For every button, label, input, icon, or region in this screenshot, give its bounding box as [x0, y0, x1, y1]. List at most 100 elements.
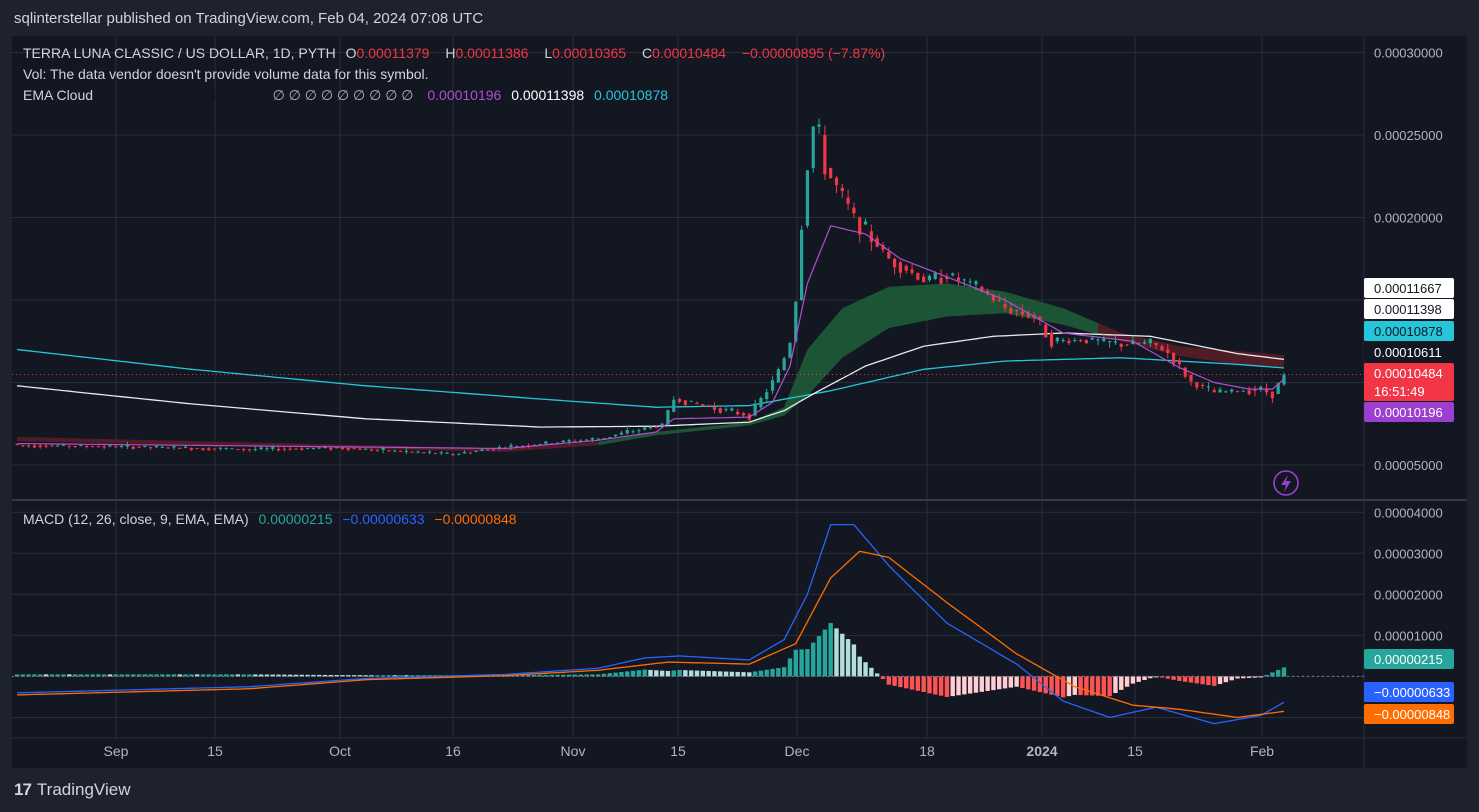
ema-cloud-title[interactable]: EMA Cloud [23, 87, 94, 103]
macd-histogram-bar [346, 675, 351, 677]
candle-body [1171, 352, 1176, 364]
macd-histogram-bar [718, 671, 723, 677]
candle-body [1259, 386, 1263, 390]
open-number: 0.00011379 [356, 45, 430, 61]
tradingview-logo-icon[interactable]: 17 [14, 780, 32, 799]
macd-histogram-bar [1113, 676, 1118, 694]
macd-histogram-bar [1142, 676, 1147, 681]
macd-histogram-bar [904, 676, 909, 689]
candle-body [846, 197, 850, 204]
candle-body [207, 448, 211, 451]
time-tick-label: 16 [445, 743, 461, 759]
candle-body [515, 446, 519, 448]
macd-histogram-bar [514, 675, 520, 677]
candle-body [369, 449, 374, 451]
macd-histogram-bar [741, 672, 746, 677]
macd-histogram-bar [1217, 676, 1223, 685]
candle-body [741, 413, 746, 416]
low-value: L0.00010365 [544, 45, 632, 61]
candle-body [387, 450, 391, 452]
candle-body [131, 446, 135, 449]
candle-body [648, 426, 653, 429]
candle-body [776, 369, 780, 383]
candle-body [160, 446, 164, 448]
macd-histogram-bar [1020, 676, 1025, 689]
macd-histogram-bar [218, 674, 223, 677]
macd-histogram-bar [160, 674, 165, 677]
macd-histogram-bar [189, 674, 194, 677]
macd-histogram-bar [270, 674, 275, 677]
candle-body [532, 444, 536, 446]
candle-body [805, 170, 810, 226]
macd-histogram-bar [282, 674, 287, 677]
candle-body [736, 411, 740, 415]
candle-body [834, 177, 839, 186]
macd-histogram-bar [764, 669, 769, 677]
macd-histogram-bar [131, 674, 136, 677]
price-chart[interactable]: 0.00030000 0.00025000 0.00020000 0.00005000… [12, 36, 1467, 768]
macd-title[interactable]: MACD (12, 26, close, 9, EMA, EMA) [23, 511, 249, 527]
macd-histogram-bar [1060, 676, 1066, 698]
candle-body [619, 432, 624, 435]
macd-histogram-bar [979, 676, 984, 692]
candle-body [1131, 340, 1135, 345]
macd-histogram-bar [584, 674, 589, 677]
candle-body [143, 445, 147, 447]
macd-histogram-bar [700, 670, 706, 677]
macd-histogram-bar [340, 675, 345, 677]
candle-body [352, 448, 356, 450]
macd-histogram-bar [892, 676, 897, 686]
candle-body [1148, 338, 1152, 344]
candle-body [1235, 391, 1240, 393]
candle-body [991, 295, 996, 301]
candle-body [823, 135, 827, 175]
macd-histogram-bar [1066, 676, 1072, 697]
macd-histogram-bar [625, 671, 630, 677]
candle-body [445, 452, 449, 454]
macd-histogram-bar [665, 670, 671, 677]
macd-histogram-bar [561, 674, 566, 677]
candle-body [480, 449, 484, 451]
macd-histogram-bar [578, 674, 583, 677]
macd-histogram-bar [811, 642, 816, 677]
candle-body [654, 427, 658, 429]
candle-body [247, 449, 252, 451]
macd-histogram-bar [78, 674, 84, 677]
macd-histogram-bar [1072, 676, 1077, 695]
macd-histogram-bar [1002, 676, 1008, 689]
macd-signal-line [16, 550, 1285, 719]
macd-histogram-bar [758, 670, 764, 677]
macd-histogram-bar [1008, 676, 1014, 688]
tradingview-brand[interactable]: TradingView [36, 780, 131, 799]
time-tick-label: 15 [670, 743, 686, 759]
macd-histogram-bar [293, 674, 299, 677]
candle-body [1195, 382, 1199, 388]
candle-body [509, 444, 513, 447]
ema-cloud-legend: EMA Cloud 0.00010611 0.00011667 ∅ ∅ ∅ ∅ … [23, 87, 674, 104]
candle-body [1154, 342, 1158, 346]
open-label: O [345, 45, 357, 61]
candle-body [887, 251, 891, 259]
candle-body [305, 448, 310, 450]
candle-body [497, 447, 501, 449]
macd-histogram-bar [938, 676, 944, 696]
candle-body [1189, 375, 1193, 382]
candle-body [1142, 341, 1147, 344]
candle-body [707, 405, 711, 407]
macd-histogram-bar [375, 675, 380, 677]
macd-histogram-bar [1241, 676, 1246, 679]
candle-body [125, 444, 130, 447]
time-tick-label: 15 [1127, 743, 1143, 759]
candle-body [1212, 389, 1216, 393]
macd-tick-label: 0.00004000 [1374, 505, 1443, 520]
macd-histogram-bar [119, 674, 124, 677]
macd-axis-badge [1364, 682, 1454, 702]
symbol-title[interactable]: TERRA LUNA CLASSIC / US DOLLAR, 1D, PYTH [23, 45, 336, 61]
macd-histogram-bar [520, 675, 525, 677]
candle-body [1125, 344, 1129, 346]
price-tick-label: 0.00025000 [1374, 128, 1443, 143]
macd-axis-badge-text: 0.00000215 [1374, 652, 1443, 667]
macd-histogram-bar [84, 674, 89, 677]
macd-histogram-bar [1014, 676, 1019, 687]
candle-body [439, 452, 443, 454]
